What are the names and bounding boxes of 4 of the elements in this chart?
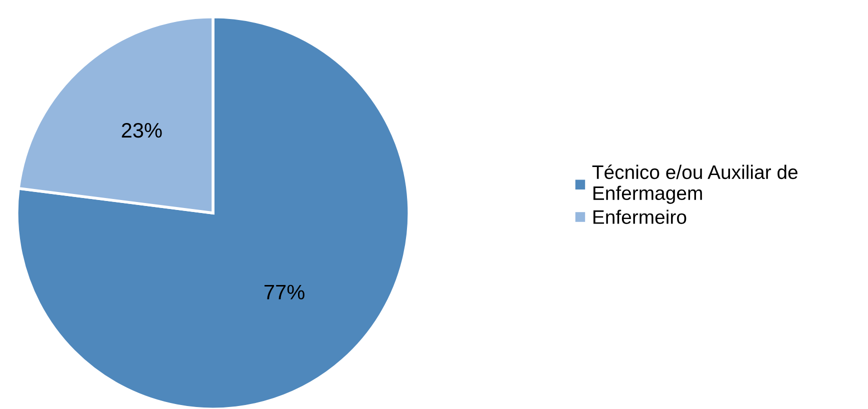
data-label: 77% bbox=[264, 284, 304, 300]
legend-label: Enfermeiro bbox=[593, 210, 686, 224]
legend-label: Técnico e/ou Auxiliar de Enfermagem bbox=[592, 164, 798, 204]
data-label: 23% bbox=[122, 122, 162, 138]
